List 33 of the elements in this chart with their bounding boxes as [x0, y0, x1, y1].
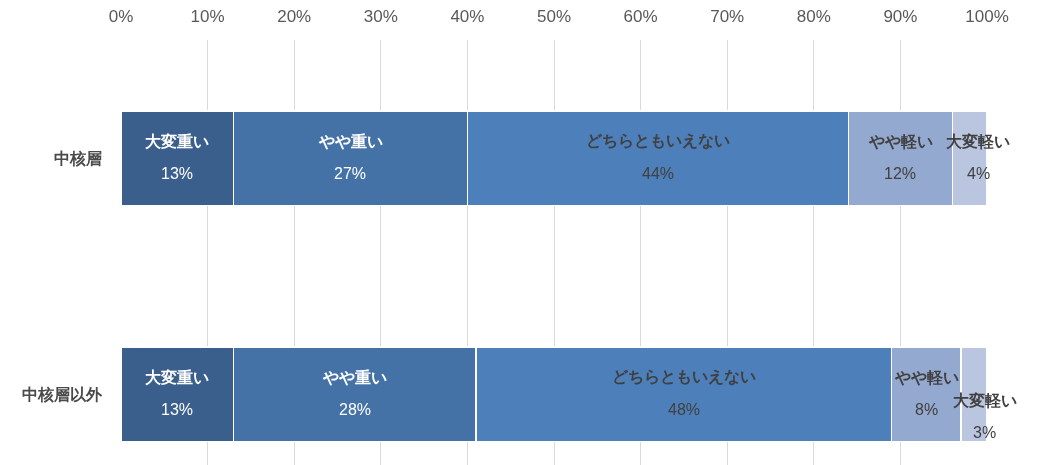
data-label: 44%: [642, 165, 675, 182]
series-label: やや軽い: [894, 369, 959, 386]
series-label: 大変軽い: [953, 391, 1017, 409]
x-tick-label: 10%: [190, 6, 225, 26]
data-label: 12%: [884, 165, 917, 182]
data-label: 48%: [668, 401, 701, 418]
data-label: 3%: [973, 424, 997, 441]
x-tick-label: 70%: [710, 6, 745, 26]
series-label: やや重い: [322, 369, 387, 386]
data-label: 27%: [334, 165, 367, 182]
x-tick-label: 20%: [277, 6, 312, 26]
text: やや重い: [319, 133, 383, 150]
text: どちらともいえない: [586, 132, 730, 149]
x-tick-label: 80%: [796, 6, 831, 26]
x-tick-label: 40%: [450, 6, 485, 26]
data-label: 4%: [967, 165, 991, 182]
x-tick-label: 0%: [108, 6, 134, 26]
y-tick-label: 中核層以外: [22, 385, 103, 403]
text: 大変軽い: [946, 133, 1010, 150]
series-label: 大変重い: [145, 368, 209, 386]
x-tick-label: 90%: [883, 6, 918, 26]
y-tick-label: 中核層: [54, 149, 102, 167]
series-label: どちらともいえない: [612, 368, 756, 386]
text: やや軽い: [869, 133, 933, 150]
x-tick-label: 50%: [536, 6, 572, 26]
x-tick-label: 60%: [623, 6, 658, 26]
data-label: 13%: [161, 401, 194, 418]
data-label: 8%: [915, 401, 939, 418]
data-label: 28%: [339, 401, 372, 418]
x-tick-label: 100%: [965, 6, 1009, 26]
data-label: 13%: [161, 165, 194, 182]
x-tick-label: 30%: [363, 6, 398, 26]
text: 大変重い: [145, 133, 209, 150]
